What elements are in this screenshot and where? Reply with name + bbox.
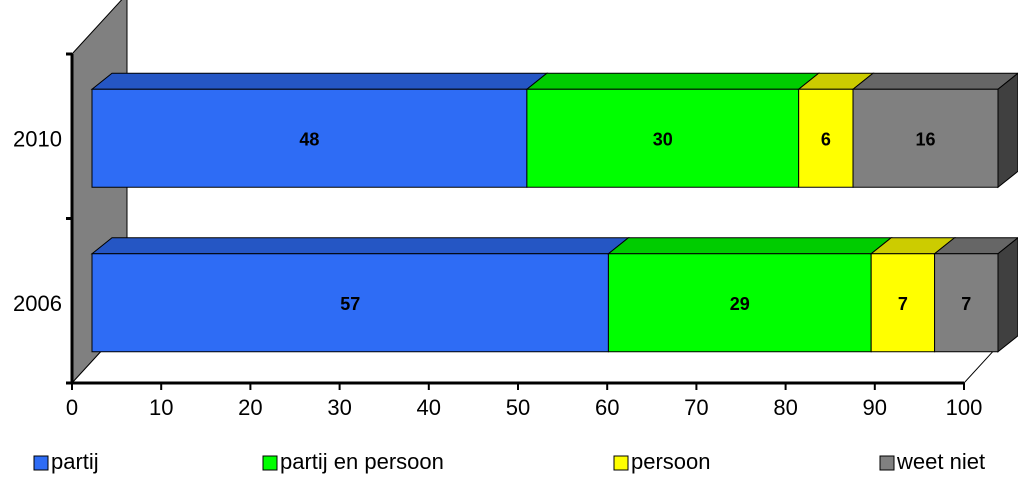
legend-label: partij en persoon [280, 449, 444, 474]
legend: partij partij en persoon persoon weet niet [33, 449, 985, 474]
y-tick-label: 2006 [13, 291, 62, 316]
x-tick-label: 0 [66, 395, 78, 420]
bar-side-2010 [997, 72, 1018, 189]
data-label: 30 [653, 129, 673, 149]
legend-swatch-weet-niet [879, 455, 895, 471]
bar-side-2006 [997, 237, 1018, 353]
bar-top-2006-partij [90, 237, 630, 255]
bar-top-2010-partij [90, 72, 549, 90]
legend-swatch-partij-en-persoon [262, 455, 278, 471]
legend-swatch-partij [33, 455, 49, 471]
data-label: 16 [916, 129, 936, 149]
data-label: 29 [730, 294, 750, 314]
x-tick-label: 90 [863, 395, 887, 420]
bar-top-2006-partij-en-persoon [606, 237, 893, 255]
x-tick-label: 20 [238, 395, 262, 420]
bar-top-2010-weet-niet [851, 72, 1018, 90]
bar-2010-partij-en-persoon [526, 88, 800, 188]
bar-2006-persoon [870, 253, 936, 353]
bar-2010-weet-niet [852, 88, 999, 188]
x-tick-label: 10 [149, 395, 173, 420]
x-tick-label: 50 [506, 395, 530, 420]
x-tick-label: 100 [946, 395, 983, 420]
bar-2006-weet-niet [934, 253, 999, 353]
data-label: 48 [299, 129, 319, 149]
data-label: 7 [961, 294, 971, 314]
axis: 0 10 20 30 40 50 60 70 80 90 100 2010 2006 [13, 52, 983, 420]
data-label: 6 [821, 129, 831, 149]
legend-label: partij [51, 449, 99, 474]
x-tick-label: 40 [417, 395, 441, 420]
legend-label: weet niet [896, 449, 985, 474]
data-label: 7 [898, 294, 908, 314]
bars: 48 30 6 16 57 29 7 7 [90, 72, 1018, 353]
x-tick-label: 30 [327, 395, 351, 420]
bar-2006-partij-en-persoon [607, 253, 872, 353]
x-tick-label: 60 [595, 395, 619, 420]
bar-2010-persoon [798, 88, 854, 188]
x-tick-label: 70 [684, 395, 708, 420]
bar-2006-partij [91, 253, 609, 353]
bar-2010-partij [91, 88, 528, 188]
y-tick-label: 2010 [13, 126, 62, 151]
legend-label: persoon [631, 449, 711, 474]
x-tick-label: 80 [773, 395, 797, 420]
legend-swatch-persoon [613, 455, 629, 471]
data-label: 57 [340, 294, 360, 314]
bar-top-2010-partij-en-persoon [525, 72, 821, 90]
